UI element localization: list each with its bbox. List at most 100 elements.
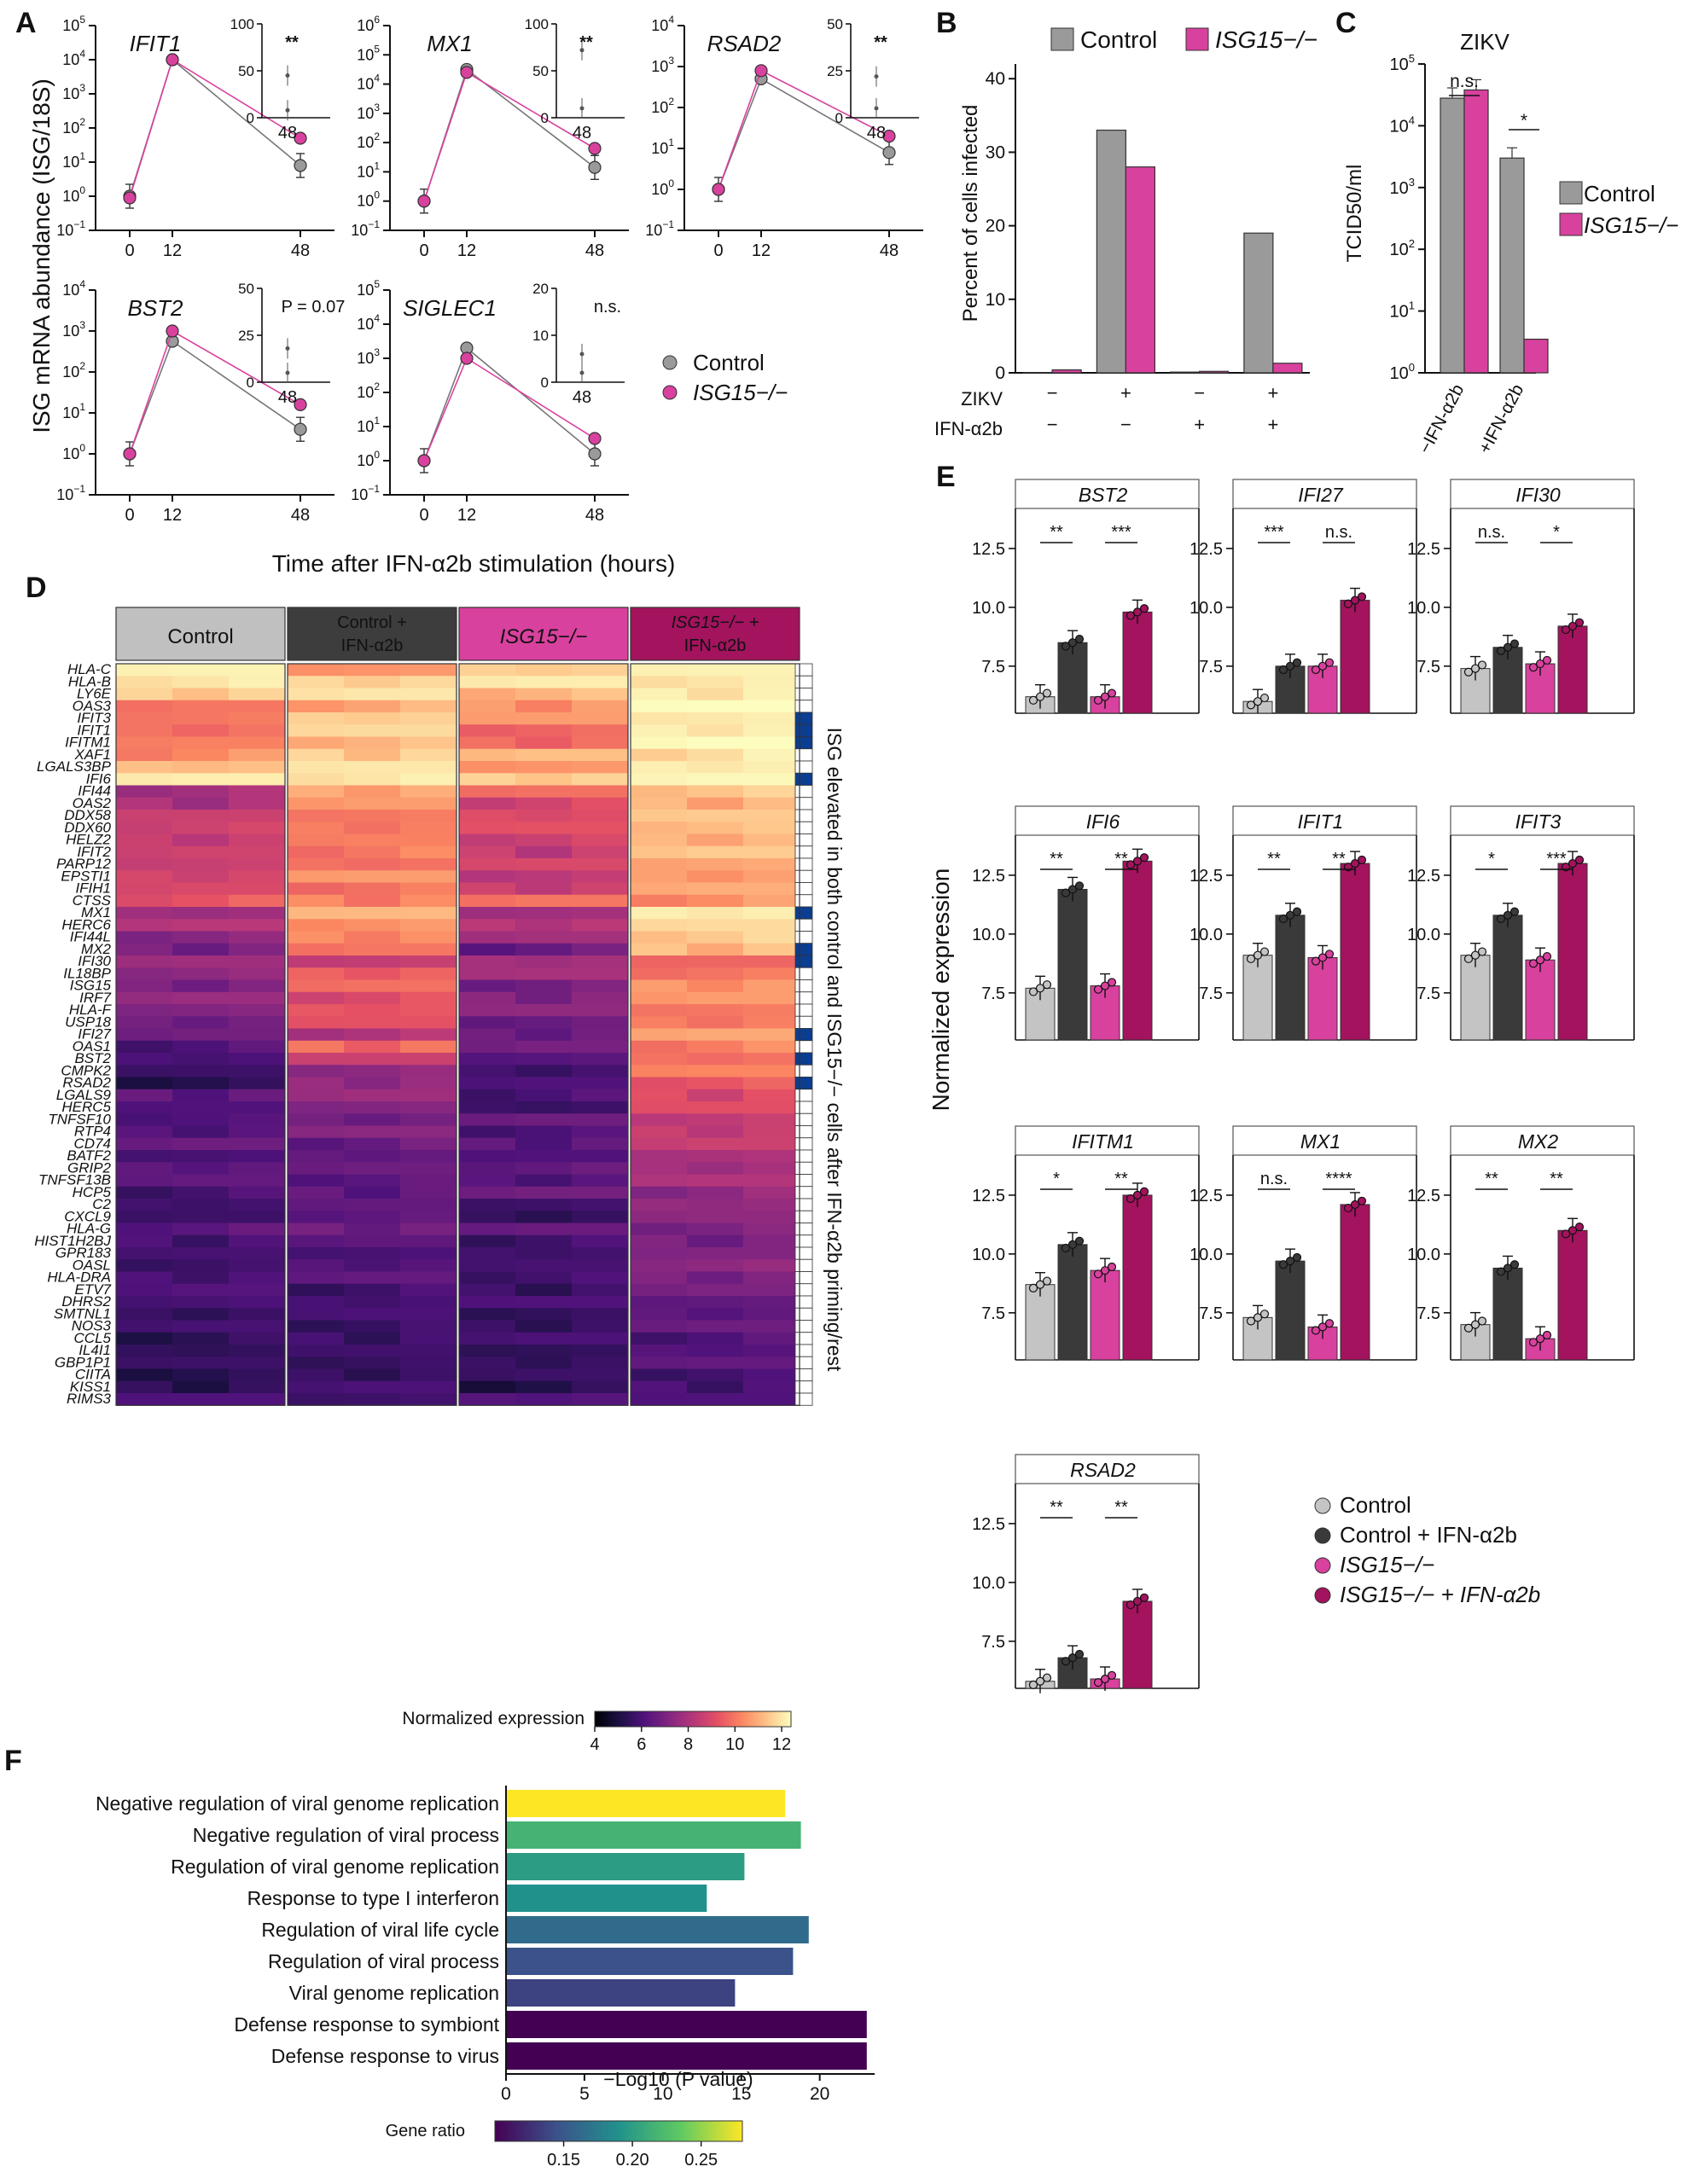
- y-tick-label: 100: [651, 177, 674, 198]
- heatmap-cell: [743, 1393, 800, 1406]
- heatmap-block-border: [115, 663, 286, 1406]
- significance-label: **: [1550, 1170, 1563, 1188]
- replicate-point: [1357, 592, 1367, 601]
- legend-swatch-control: [1050, 27, 1074, 51]
- heatmap-cell: [116, 1199, 173, 1211]
- heatmap-cell: [572, 1113, 629, 1126]
- heatmap-cell: [572, 1271, 629, 1285]
- gene-label: HERC6: [61, 916, 111, 932]
- legend-swatch-control: [662, 355, 678, 370]
- replicate-point: [1503, 642, 1513, 652]
- gene-label: HLA-G: [67, 1221, 111, 1237]
- elevated-indicator: [794, 943, 813, 956]
- heatmap-cell: [344, 858, 401, 871]
- term-label: Negative regulation of viral process: [193, 1824, 499, 1846]
- panel-letter-b: B: [936, 7, 957, 39]
- heatmap-cell: [515, 1186, 573, 1199]
- heatmap-cell: [344, 1296, 401, 1309]
- heatmap-cell: [743, 676, 800, 688]
- y-tick-label: 103: [651, 55, 674, 75]
- heatmap-cell: [344, 748, 401, 762]
- heatmap-cell: [631, 907, 688, 920]
- gene-label: IFIT3: [77, 710, 111, 726]
- replicate-point: [1028, 1283, 1038, 1292]
- heatmap-cell: [344, 1137, 401, 1151]
- heatmap-cell: [631, 1211, 688, 1223]
- x-category-label: −IFN-α2b: [1416, 381, 1469, 457]
- elevated-indicator: [794, 772, 813, 786]
- heatmap-cell: [687, 1150, 744, 1163]
- heatmap-cell: [172, 761, 230, 774]
- heatmap-cell: [116, 822, 173, 834]
- replicate-point: [1139, 853, 1149, 863]
- heatmap-cell: [572, 1283, 629, 1297]
- heatmap-cell: [172, 931, 230, 944]
- y-tick-exponent: 6: [374, 14, 380, 26]
- data-point-ko: [417, 195, 431, 208]
- heatmap-cell: [116, 882, 173, 896]
- elevated-indicator: [794, 1101, 813, 1114]
- heatmap-cell: [344, 1283, 401, 1297]
- heatmap-cell: [515, 773, 573, 786]
- x-tick-label: 48: [291, 241, 310, 260]
- replicate-point: [1126, 1600, 1136, 1610]
- gene-title: BST2: [1079, 484, 1128, 506]
- term-bar-1: [506, 1821, 801, 1849]
- y-tick-label: 102: [62, 116, 85, 136]
- heatmap-cell: [116, 761, 173, 774]
- heatmap-cell: [743, 1259, 800, 1272]
- x-tick-label: 48: [585, 506, 604, 525]
- heatmap-cell: [116, 1150, 173, 1163]
- gene-label: CIITA: [75, 1367, 111, 1383]
- heatmap-cell: [572, 845, 629, 859]
- heatmap-cell: [400, 810, 457, 822]
- inset-point: [285, 73, 290, 78]
- heatmap-cell: [687, 1356, 744, 1369]
- heatmap-cell: [288, 1199, 345, 1211]
- heatmap-cell: [687, 676, 744, 688]
- heatmap-cell: [116, 1320, 173, 1333]
- heatmap-cell: [344, 834, 401, 847]
- elevated-indicator: [794, 1271, 813, 1285]
- heatmap-cell: [743, 1186, 800, 1199]
- gene-title: MX2: [1518, 1130, 1559, 1153]
- heatmap-cell: [172, 1113, 230, 1126]
- heatmap-cell: [515, 1040, 573, 1054]
- heatmap-cell: [400, 1028, 457, 1042]
- elevated-indicator: [794, 797, 813, 810]
- heatmap-cell: [229, 1016, 286, 1029]
- y-tick-label: 105: [357, 43, 380, 63]
- heatmap-cell: [572, 1077, 629, 1090]
- heatmap-cell: [288, 1162, 345, 1175]
- x-tick-label: 15: [731, 2084, 751, 2104]
- heatmap-cell: [116, 736, 173, 750]
- replicate-point: [1139, 1593, 1149, 1602]
- gene-label: MX1: [81, 904, 111, 921]
- legend-swatch-ko: [1559, 212, 1583, 236]
- heatmap-cell: [344, 1356, 401, 1369]
- heatmap-cell: [229, 834, 286, 847]
- heatmap-cell: [572, 1004, 629, 1017]
- colorbar: [494, 2120, 743, 2142]
- heatmap-cell: [229, 1199, 286, 1211]
- bar-group-1: [1057, 1244, 1088, 1361]
- heatmap-cell: [400, 834, 457, 847]
- heatmap-cell: [743, 724, 800, 737]
- gene-label: HERC5: [61, 1099, 111, 1115]
- heatmap-cell: [116, 810, 173, 822]
- gene-label: KISS1: [70, 1379, 111, 1395]
- heatmap-cell: [572, 1186, 629, 1199]
- replicate-point: [1470, 950, 1480, 960]
- heatmap-cell: [229, 700, 286, 713]
- replicate-point: [1259, 1310, 1270, 1319]
- heatmap-cell: [572, 1211, 629, 1223]
- column-header-label: ISG15−/− +: [672, 613, 759, 632]
- heatmap-cell: [400, 1016, 457, 1029]
- heatmap-cell: [344, 1150, 401, 1163]
- y-tick-exponent: 3: [1409, 176, 1415, 189]
- y-tick-label: 10−1: [56, 218, 85, 239]
- inset-point: [285, 370, 290, 375]
- column-header-0: [115, 607, 286, 661]
- y-tick-exponent: −1: [73, 218, 85, 230]
